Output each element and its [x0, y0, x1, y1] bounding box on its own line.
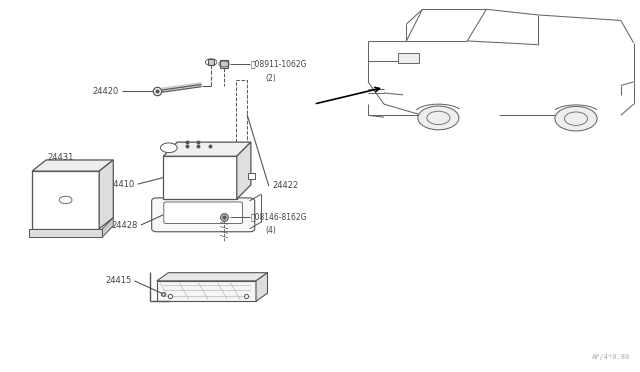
Text: AP/4*0.80: AP/4*0.80: [592, 354, 630, 360]
Polygon shape: [237, 142, 251, 199]
Text: 24431: 24431: [47, 153, 74, 162]
Circle shape: [555, 106, 597, 131]
Text: (4): (4): [266, 226, 276, 235]
Bar: [248, 173, 255, 179]
Bar: [398, 53, 419, 63]
Polygon shape: [256, 273, 268, 301]
Polygon shape: [157, 273, 268, 281]
Polygon shape: [157, 281, 256, 301]
Text: 24410: 24410: [108, 180, 134, 189]
Text: Ⓝ08911-1062G: Ⓝ08911-1062G: [251, 60, 307, 68]
Circle shape: [418, 106, 459, 130]
Bar: [29, 229, 102, 237]
Bar: [236, 80, 247, 149]
Polygon shape: [32, 160, 113, 171]
Bar: [163, 156, 237, 199]
FancyBboxPatch shape: [164, 202, 243, 224]
Polygon shape: [99, 160, 113, 229]
Text: 24422: 24422: [272, 182, 298, 190]
Polygon shape: [163, 142, 251, 156]
Text: (2): (2): [266, 74, 276, 83]
Text: 24415: 24415: [105, 276, 131, 285]
Text: Ⓑ08146-8162G: Ⓑ08146-8162G: [251, 212, 307, 221]
Polygon shape: [102, 218, 113, 237]
Bar: [32, 171, 99, 229]
Text: 24428: 24428: [111, 221, 138, 230]
Text: 24420: 24420: [92, 87, 118, 96]
FancyBboxPatch shape: [152, 198, 255, 232]
Circle shape: [161, 143, 177, 153]
